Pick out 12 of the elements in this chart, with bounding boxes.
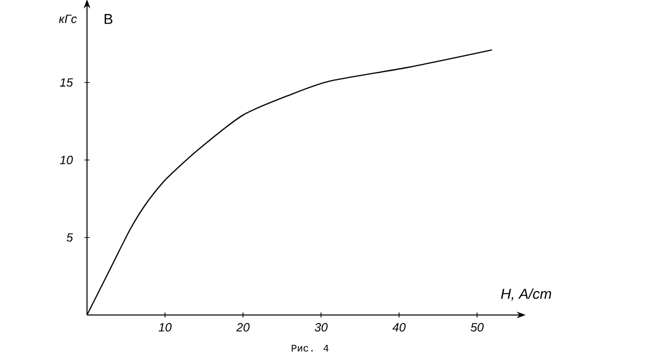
y-axis-title: B bbox=[104, 14, 112, 24]
y-tick-label: 5 bbox=[66, 233, 73, 242]
x-tick-label: 20 bbox=[236, 323, 250, 332]
x-tick-label: 30 bbox=[314, 323, 328, 332]
text: Рис. 4 bbox=[292, 344, 328, 352]
x-tick-label: 40 bbox=[392, 323, 406, 332]
x-tick-label: 10 bbox=[158, 323, 172, 332]
text: кГс bbox=[58, 14, 77, 24]
x-axis-title: H, A/cm bbox=[501, 288, 552, 301]
x-tick-label: 50 bbox=[470, 323, 484, 332]
y-tick-label: 15 bbox=[60, 78, 73, 87]
y-tick-label: 10 bbox=[60, 156, 73, 164]
